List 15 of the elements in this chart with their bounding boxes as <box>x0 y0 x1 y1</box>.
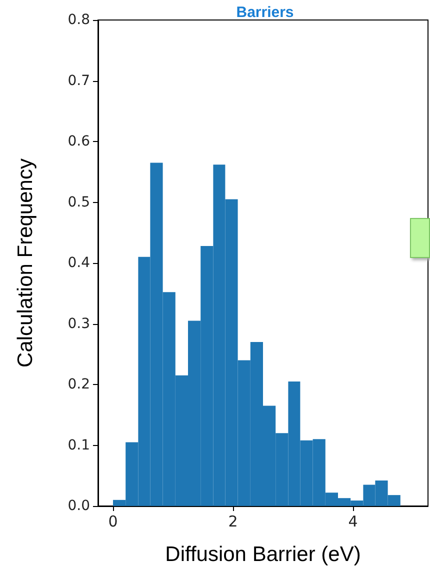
y-tick-label: 0.3 <box>68 316 90 332</box>
x-tick-label: 2 <box>228 512 238 530</box>
y-tick-label: 0.7 <box>68 72 90 89</box>
y-tick-label: 0.8 <box>68 12 90 28</box>
y-tick-label: 0.4 <box>68 255 90 271</box>
y-tick-label: 0.5 <box>68 194 90 210</box>
y-tick-label: 0.1 <box>68 437 90 454</box>
chart-title: Barriers <box>236 4 294 21</box>
x-axis-title: Diffusion Barrier (eV) <box>165 543 361 566</box>
x-tick-label: 0 <box>108 512 118 530</box>
y-tick-label: 0.0 <box>68 498 90 514</box>
x-tick-label: 4 <box>348 512 358 530</box>
y-axis-title: Calculation Frequency <box>14 158 37 368</box>
y-tick-label: 0.6 <box>68 134 90 150</box>
y-tick-label: 0.2 <box>68 376 90 392</box>
